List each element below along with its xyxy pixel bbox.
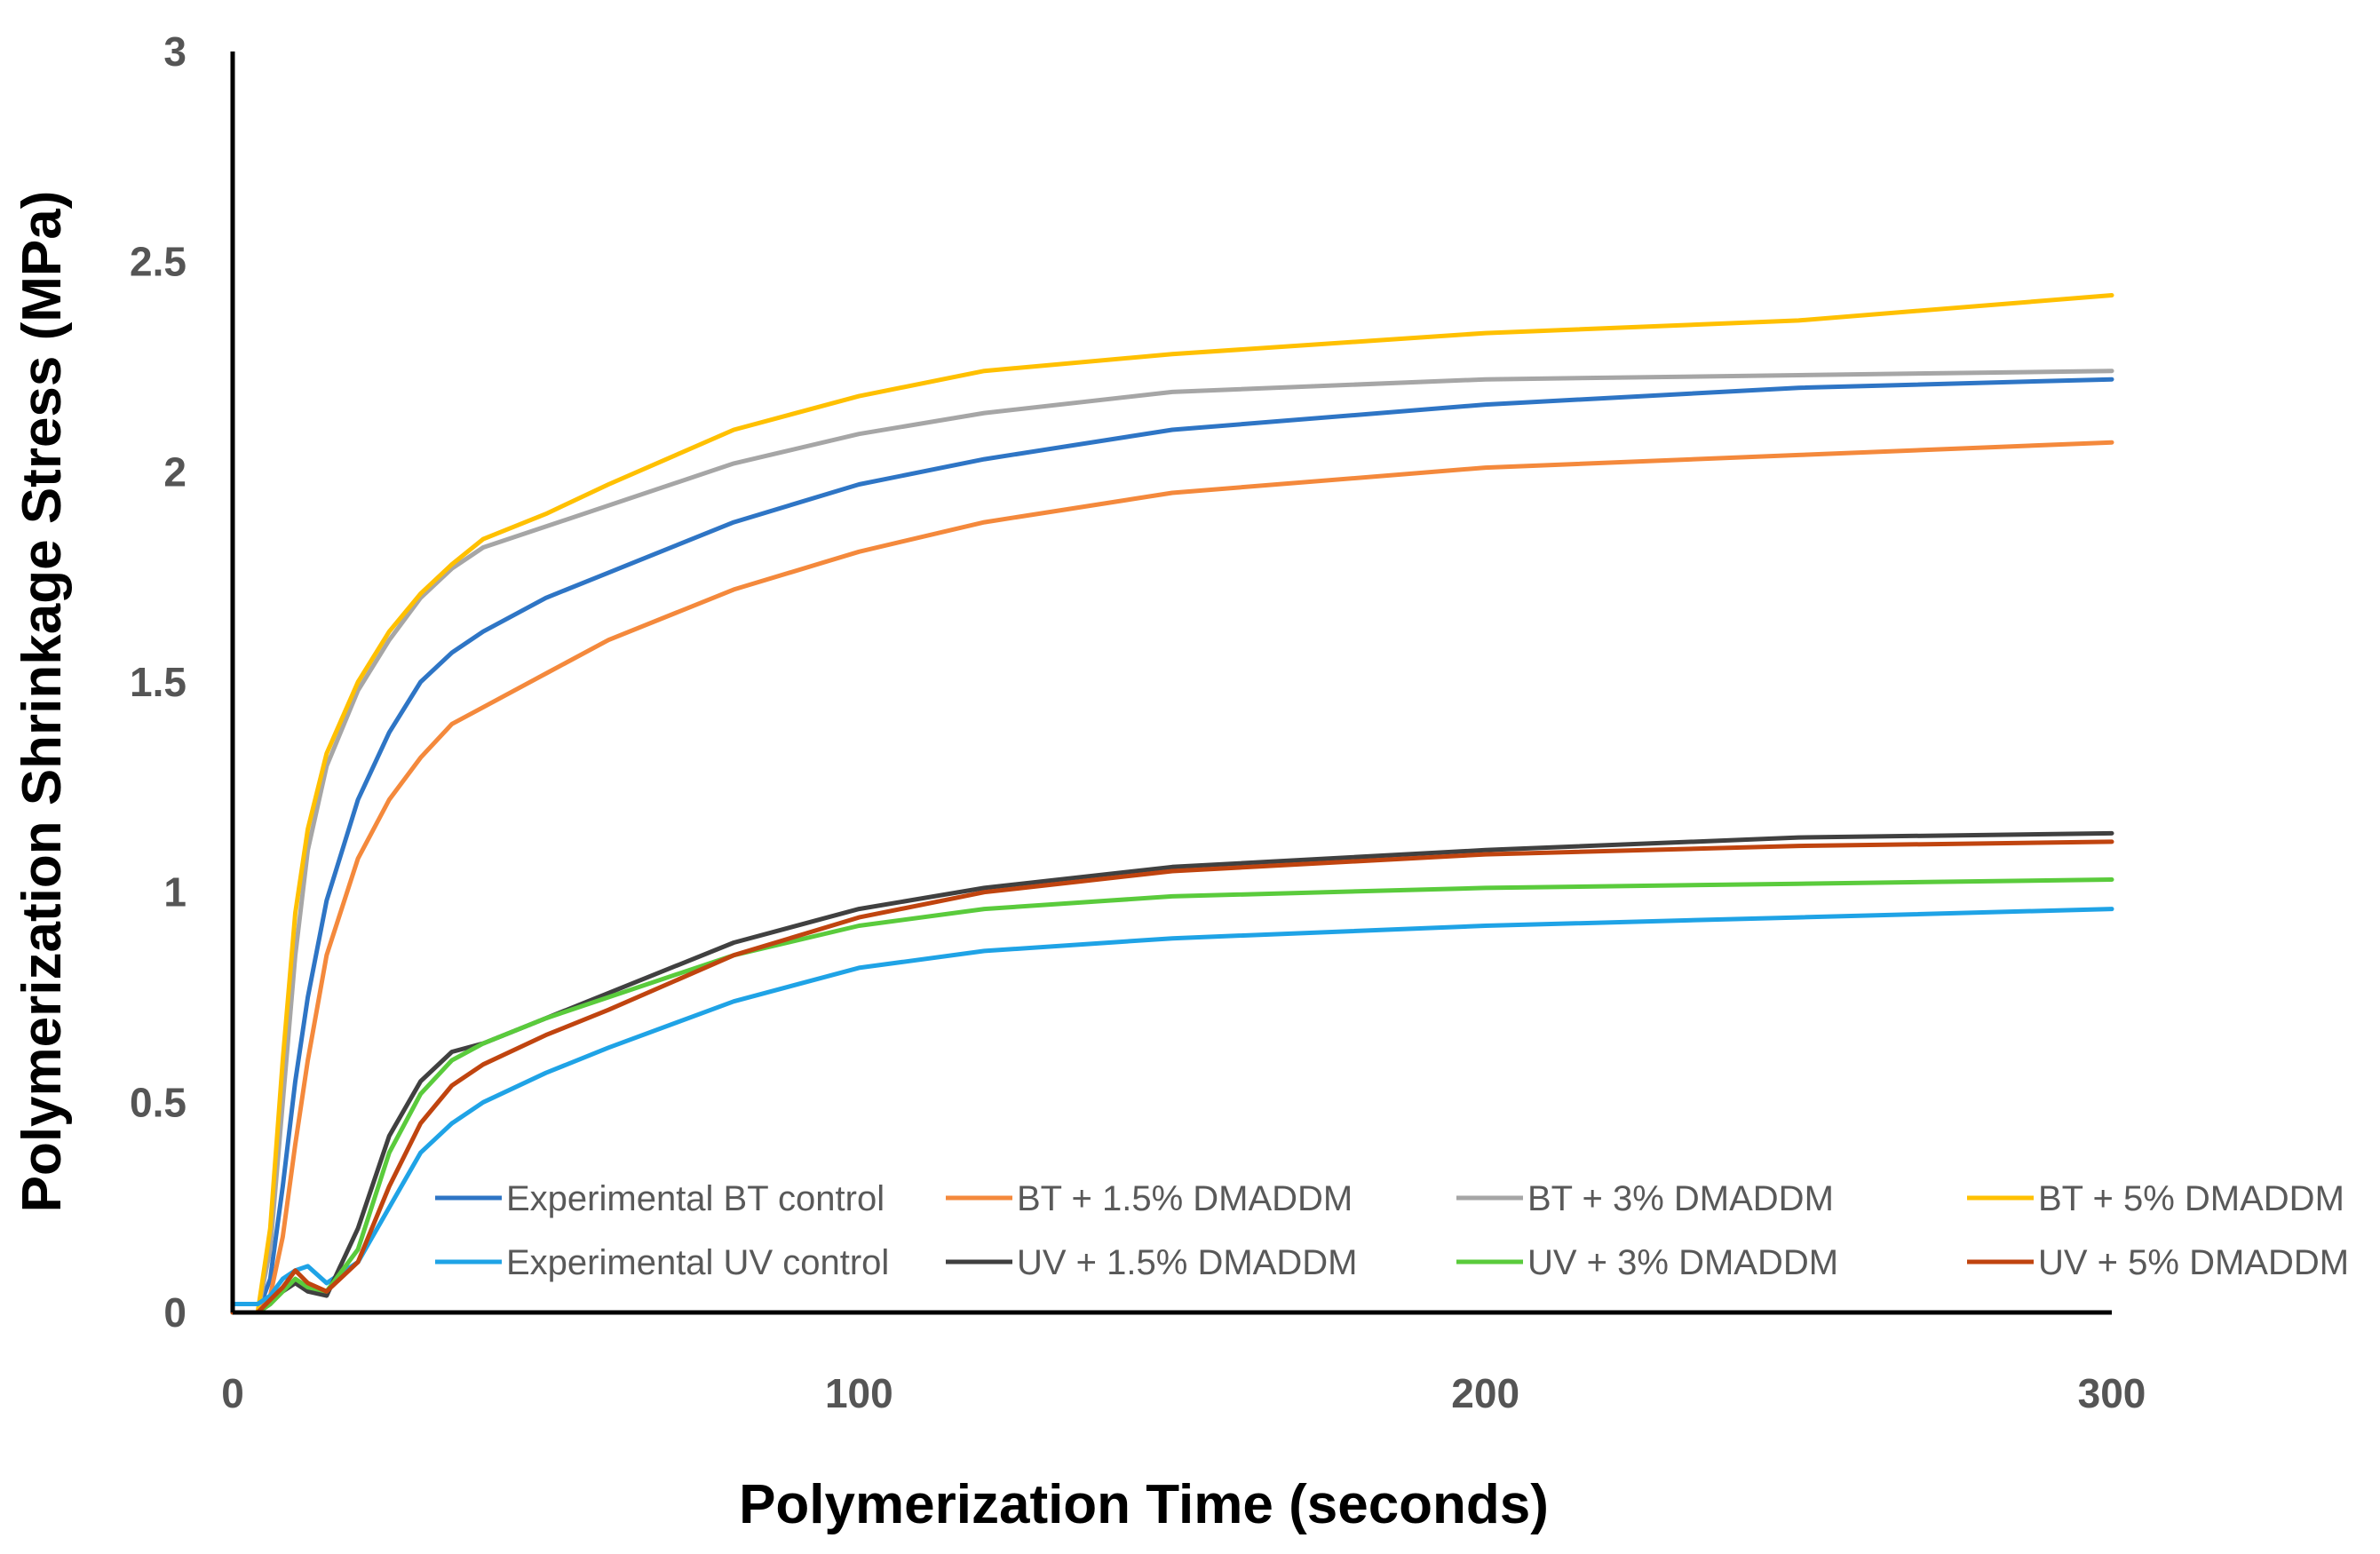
legend: Experimental BT control BT + 1.5% DMADDM B… (435, 1179, 2349, 1282)
series-line-3 (230, 369, 2114, 1315)
x-tick-label: 300 (2078, 1370, 2146, 1416)
y-tick-label: 3 (163, 28, 186, 75)
y-tick-label: 2.5 (130, 239, 186, 285)
series-line-2 (230, 440, 2114, 1315)
y-tick-label: 1 (163, 869, 186, 916)
y-tick-label: 1.5 (130, 659, 186, 705)
x-tick-label: 0 (221, 1370, 244, 1416)
legend-label: BT + 1.5% DMADDM (1017, 1179, 1353, 1218)
legend-label: BT + 5% DMADDM (2038, 1179, 2344, 1218)
legend-label: Experimental BT control (506, 1179, 885, 1218)
legend-label: Experimental UV control (506, 1243, 889, 1282)
y-tick-label: 0.5 (130, 1079, 186, 1125)
x-tick-label: 200 (1451, 1370, 1519, 1416)
series-line-1 (230, 377, 2114, 1315)
x-tick-label: 100 (825, 1370, 893, 1416)
series-line-4 (230, 293, 2114, 1315)
series-layer (230, 293, 2114, 1315)
series-line-5 (230, 907, 2114, 1306)
y-axis-title: Polymerization Shrinkage Stress (MPa) (12, 191, 73, 1213)
x-axis-title: Polymerization Time (seconds) (739, 1474, 1549, 1535)
y-tick-label: 2 (163, 448, 186, 495)
x-ticks-layer: 0 100 200 300 (221, 1370, 2146, 1416)
legend-label: BT + 3% DMADDM (1527, 1179, 1834, 1218)
legend-label: UV + 1.5% DMADDM (1017, 1243, 1357, 1282)
series-line-8 (230, 839, 2114, 1315)
legend-label: UV + 3% DMADDM (1527, 1243, 1838, 1282)
y-tick-label: 0 (163, 1289, 186, 1336)
legend-label: UV + 5% DMADDM (2038, 1243, 2349, 1282)
series-line-7 (230, 877, 2114, 1315)
y-ticks-layer: 0 0.5 1 1.5 2 2.5 3 (130, 28, 186, 1336)
